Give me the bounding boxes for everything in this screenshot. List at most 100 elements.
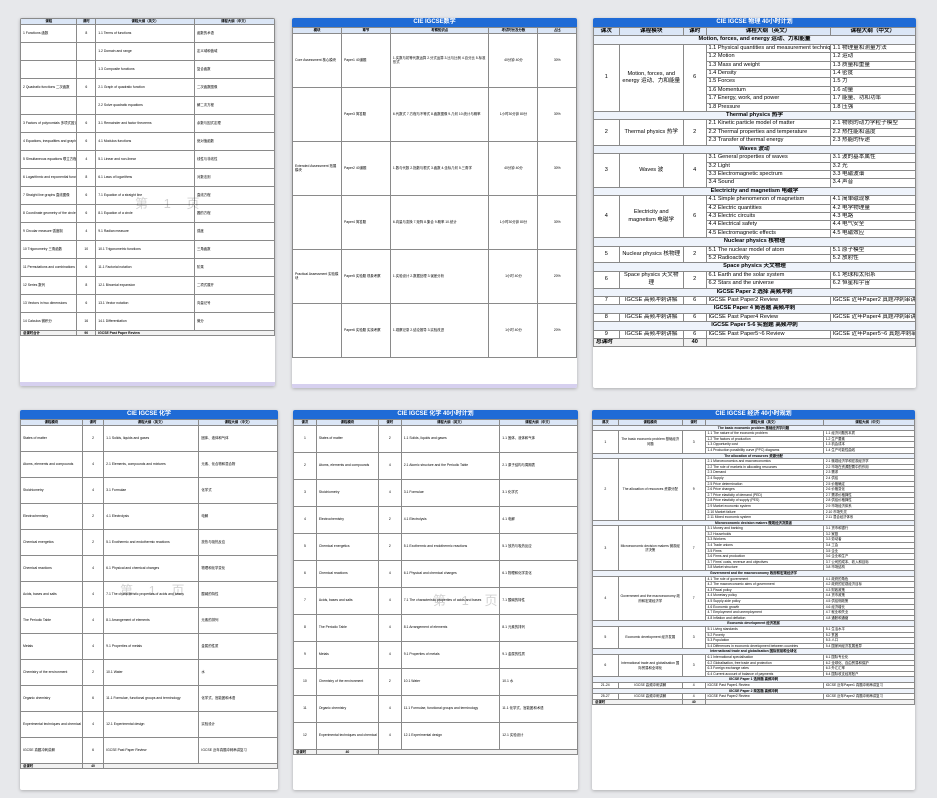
table-cell: 水: [198, 658, 278, 686]
module-name: Electricity and magnetism 电磁学: [618, 195, 684, 239]
table-cell: 4: [81, 450, 105, 478]
table-cell: 2: [377, 667, 402, 696]
table-cell: 20%: [537, 302, 577, 358]
table-cell: Core Assessment 核心模块: [292, 32, 342, 88]
module-name: Nuclear physics 核物理: [618, 245, 684, 264]
outline-en: 4.3 Electric circuits: [705, 211, 831, 222]
syllabus-page-6: CIE IGCSE 经济 40小时规划 课次 课程模块 课时 课程大纲（英文） 课程大纲…: [592, 410, 915, 790]
table-cell: 1.2 Domain and range: [95, 41, 195, 61]
table-cell: 10.1 Trigonometric functions: [95, 239, 195, 259]
section-title: Space physics 天文物理: [593, 262, 916, 272]
table-row: The Periodic Table 4 8.1 Arrangement of el…: [20, 606, 278, 634]
table-cell: 化学式: [198, 476, 278, 504]
column-header: 课程大纲（中文）: [829, 26, 916, 37]
section-title: The allocation of resources 资源分配: [592, 452, 915, 460]
table-cell: Paper5 实验题 现象考察: [340, 248, 391, 304]
table-cell: 复合函数: [194, 59, 275, 79]
table-cell: 12.1 Binomial expansion: [95, 275, 195, 295]
page-2-bottom-bar: [292, 384, 577, 388]
table-cell: Chemical energetics: [20, 528, 83, 556]
table-cell: 元素、化合物和混合物: [198, 450, 278, 478]
total-value: 40: [681, 698, 706, 706]
table-cell: States of matter: [20, 424, 83, 452]
table-cell: 3.1 化学式: [499, 478, 578, 507]
hours: 7: [681, 525, 706, 572]
table-row: 5 Chemical energetics 2 5.1 Exothermic and …: [293, 532, 578, 561]
outline-en: 5.2 Radioactivity: [705, 253, 831, 264]
table-row: 1 Functions 函数 8 1.1 Terms of functions 函数的…: [20, 23, 275, 43]
table-row: IGCSE 真题冲刺讲解 6 IGCSE Past Paper Review IGCS…: [20, 736, 278, 764]
table-cell: Atoms, elements and compounds: [315, 451, 379, 480]
table-cell: 化学式、官能团和术语: [198, 684, 278, 712]
table-row: 2 Quadratic functions 二次函数 6 2.1 Graph of …: [20, 77, 275, 97]
table-cell: [76, 41, 97, 61]
outline-zh: 2.4 供给: [822, 474, 915, 482]
table-cell: 5 Simultaneous equations 联立方程: [20, 149, 78, 169]
column-header: 课程大纲（中文）: [822, 419, 915, 426]
table-cell: Electrochemistry: [315, 505, 379, 534]
table-cell: 20%: [537, 248, 577, 304]
table-cell: 5.1 放热与吸热反应: [499, 532, 578, 561]
table-cell: 11.1 Formulae, functional groups and ter…: [103, 684, 200, 712]
table-cell: 7.1 The characteristic properties of aci…: [103, 580, 200, 608]
outline-zh: 1.8 压强: [829, 102, 916, 113]
table-cell: 7.1 The characteristic properties of aci…: [400, 586, 501, 615]
lesson-number: 6: [592, 653, 619, 678]
table-row: 8 Coordinate geometry of the circle 6 8.1 …: [20, 203, 275, 223]
table-row: Core Assessment 核心模块 Paper1 40道题 1.实数与初等代数…: [292, 32, 577, 88]
table-cell: 4: [377, 586, 402, 615]
hours: 6: [682, 43, 707, 113]
table-row: 3 Microeconomic decision makers 微观经济决策 7 3.…: [592, 525, 915, 572]
table-row: Chemical energetics 2 5.1 Exothermic and e…: [20, 528, 278, 556]
outline-en: 2.2 Thermal properties and temperature: [705, 127, 831, 138]
table-cell: 酸碱的特性: [198, 580, 278, 608]
table-row: 2.6 Price changes 2.6 价格变化: [593, 486, 915, 493]
outline-zh: 1.2 生产要素: [822, 435, 915, 443]
table-cell: 2: [377, 424, 402, 453]
table-cell: 3 Factors of polynomials 多项式因式: [20, 113, 78, 133]
table-cell: 12: [293, 721, 317, 750]
table-cell: 4: [377, 694, 402, 723]
table-cell: 6 Logarithmic and exponential functions: [20, 167, 78, 187]
lesson-number: 4: [592, 575, 619, 622]
hours: 9: [681, 458, 706, 521]
table-cell: Metals: [315, 640, 379, 669]
table-cell: 6: [76, 185, 97, 205]
lesson-number: 3: [592, 525, 619, 572]
lesson-number: 2: [592, 458, 619, 521]
table-row: Chemical reactions 4 6.1 Physical and chem…: [20, 554, 278, 582]
column-header: 课程模块: [618, 26, 684, 37]
table-row: 1.2 The factors of production 1.2 生产要素: [593, 435, 915, 443]
module-name: Motion, forces, and energy 运动、力和能量: [618, 43, 684, 113]
table-cell: 8 Coordinate geometry of the circle: [20, 203, 78, 223]
page-5-title: CIE IGCSE 化学 40小时计划: [293, 410, 578, 419]
table-row: 2.2 Solve quadratic equations 解二次方程: [20, 95, 275, 115]
outline-en: 4.1 Simple phenomenon of magnetism: [705, 195, 831, 205]
table-cell: Paper4 简答题: [340, 194, 391, 250]
table-cell: 6: [81, 684, 105, 712]
hours: 3: [681, 625, 706, 650]
table-cell: 直线方程: [194, 185, 275, 205]
outline-en: 3.1 General properties of waves: [705, 153, 831, 163]
table-cell: 6: [76, 293, 97, 313]
section-row: The allocation of resources 资源分配: [592, 452, 915, 460]
outline-zh: 4.4 电气安全: [829, 220, 916, 230]
total-filler: [704, 698, 915, 706]
table-cell: 5.1 Linear and non-linear: [95, 149, 195, 169]
table-row: 2.7 Price elasticity of demand (PED) 2.7 …: [593, 491, 915, 499]
total-row: 总课时合计 90 IGCSE Past Paper Review: [20, 329, 275, 337]
table-cell: 4: [81, 606, 105, 634]
table-cell: IGCSE 近年真题冲刺串讲复习: [198, 736, 278, 764]
table-row: 2.2 Thermal properties and temperature 2.…: [594, 127, 916, 138]
total-filler: [103, 762, 278, 770]
table-row: 2 Atoms, elements and compounds 4 2.1 Atomi…: [293, 451, 578, 480]
total-label: 总课时: [293, 748, 317, 756]
table-cell: 4: [377, 559, 402, 588]
outline-zh: 2.7 需求价格弹性: [822, 491, 915, 499]
table-cell: 1.1 Terms of functions: [95, 23, 195, 43]
table-cell: 2: [81, 658, 105, 686]
syllabus-page-4: CIE IGCSE 化学 课程模块 课时 课程大纲（英文） 课程大纲（中文） State…: [20, 410, 278, 790]
outline-zh: 2.5 价格确定: [822, 480, 915, 488]
table-cell: Paper1 40道题: [340, 32, 391, 88]
